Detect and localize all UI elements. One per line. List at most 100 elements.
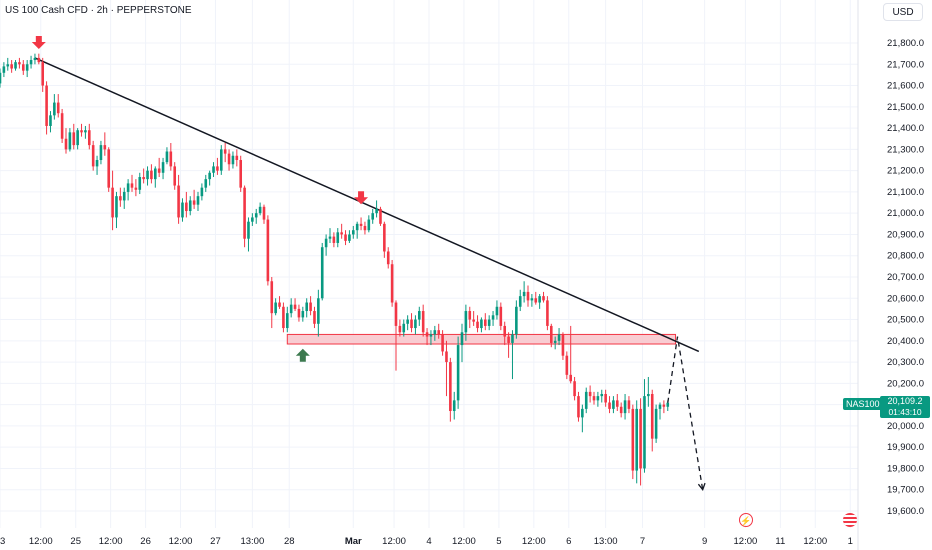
candle	[615, 393, 619, 412]
candle-body	[29, 60, 33, 65]
candle-body	[375, 208, 378, 214]
candle-body	[530, 298, 534, 301]
candle-body	[282, 306, 285, 329]
candle-body	[76, 130, 79, 146]
grid	[0, 0, 858, 528]
candle-body	[596, 396, 600, 401]
price-tick-label: 19,800.0	[887, 463, 924, 474]
candle	[468, 306, 472, 329]
candle	[185, 191, 188, 218]
candle-body	[429, 334, 433, 337]
us-flag-icon[interactable]	[843, 513, 857, 527]
candle	[417, 306, 421, 326]
currency-button[interactable]: USD	[883, 3, 923, 21]
candle	[41, 57, 45, 92]
candle-body	[456, 345, 460, 401]
candle-body	[328, 236, 332, 239]
time-tick-label: 23	[0, 536, 5, 547]
candle-body	[650, 393, 654, 439]
candle-body	[25, 64, 29, 71]
candle	[398, 319, 402, 337]
price-tick-label: 20,700.0	[887, 272, 924, 283]
candle-body	[134, 187, 138, 190]
candle	[289, 298, 293, 318]
candle-body	[91, 145, 95, 167]
candle-body	[185, 202, 188, 212]
candle	[0, 68, 2, 88]
candle-body	[355, 223, 359, 231]
price-tick-label: 20,000.0	[887, 421, 924, 432]
candle	[200, 183, 204, 201]
candle	[503, 321, 507, 346]
sell-arrow-marker-1	[354, 191, 369, 205]
chart-title: US 100 Cash CFD · 2h · PEPPERSTONE	[5, 5, 192, 16]
candle	[6, 57, 10, 71]
candle	[441, 330, 444, 356]
candle-body	[398, 325, 402, 333]
candle-body	[278, 302, 281, 307]
candle	[285, 306, 289, 333]
candle	[56, 94, 60, 118]
candle	[348, 230, 351, 243]
time-axis[interactable]: 23 12:00 25 12:00 26 12:00 27 13:00 28 Mar 12:00 4 1…	[0, 536, 853, 547]
candle	[251, 213, 254, 226]
candle-body	[612, 400, 615, 409]
price-tick-label: 21,400.0	[887, 123, 924, 134]
candle	[2, 62, 6, 78]
candle-body	[476, 321, 479, 329]
candle-body	[495, 306, 499, 316]
candle	[227, 149, 231, 171]
projection-arrowhead	[697, 482, 706, 492]
candle-body	[313, 311, 316, 324]
candle-body	[402, 323, 406, 333]
candle	[483, 313, 487, 331]
candle	[181, 198, 184, 222]
candle	[449, 357, 452, 422]
candle-body	[588, 391, 592, 397]
price-axis[interactable]: 19,600.0 19,700.0 19,800.0 19,900.0 20,000.0…	[857, 0, 924, 550]
candle	[654, 404, 658, 443]
last-price-value: 20,109.2	[887, 396, 923, 406]
candle-body	[146, 170, 149, 180]
candle-body	[468, 311, 472, 320]
candle	[480, 317, 483, 333]
candle	[320, 242, 324, 301]
price-tick-label: 21,100.0	[887, 187, 924, 198]
candle-body	[126, 183, 130, 192]
flash-icon[interactable]: ⚡	[739, 513, 753, 527]
candle-body	[247, 221, 250, 239]
price-tick-label: 21,000.0	[887, 208, 924, 219]
candle-body	[569, 374, 573, 382]
candle-body	[592, 396, 596, 401]
candle-body	[258, 206, 262, 214]
candle-body	[33, 57, 37, 61]
candle-body	[130, 183, 134, 188]
candle	[313, 306, 316, 329]
candle-body	[18, 62, 21, 65]
candle-body	[274, 302, 277, 314]
candle	[379, 206, 382, 226]
candle	[394, 300, 398, 371]
candle	[363, 221, 367, 235]
candle-body	[181, 202, 184, 218]
candle-body	[417, 311, 421, 320]
candle	[355, 221, 359, 239]
candle	[499, 302, 503, 331]
candle-body	[573, 381, 576, 397]
candle-body	[332, 236, 336, 243]
candle	[169, 142, 173, 171]
candle	[619, 402, 623, 418]
candle-body	[188, 200, 192, 212]
candle	[643, 379, 646, 473]
candle-body	[254, 213, 258, 218]
time-tick-label: 12:00	[522, 536, 546, 547]
candle	[126, 179, 130, 201]
candle	[157, 157, 161, 178]
time-tick-label: 12:00	[803, 536, 827, 547]
candle-body	[526, 291, 530, 301]
candle-body	[394, 302, 398, 326]
candle-body	[340, 232, 343, 235]
candle-body	[425, 332, 429, 337]
